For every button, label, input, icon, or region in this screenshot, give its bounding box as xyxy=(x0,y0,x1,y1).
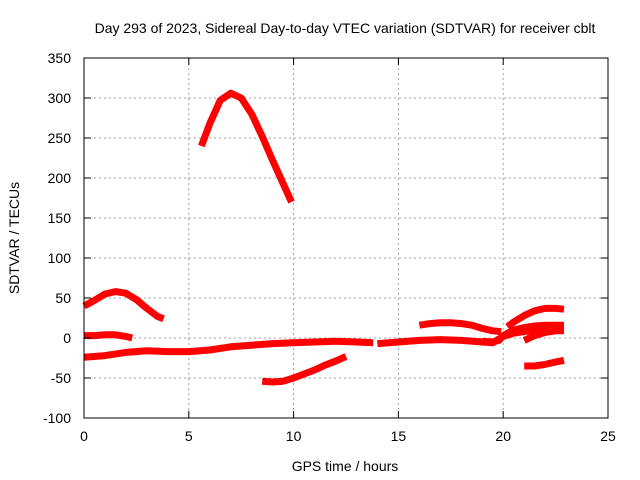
series-arc-8 xyxy=(481,321,564,346)
y-axis-label: SDTVAR / TECUs xyxy=(6,182,22,294)
ticks: 0 5 10 15 20 25 -100 -50 0 50 100 150 200 250 300 350 xyxy=(43,50,616,444)
series-arc-4 xyxy=(198,89,295,204)
series-arc-1 xyxy=(82,288,165,323)
series-arc-2 xyxy=(84,331,134,342)
y-tick-label: 250 xyxy=(48,130,72,146)
x-tick-label: 15 xyxy=(391,428,407,444)
series-arc-7 xyxy=(418,319,502,336)
series-group xyxy=(82,89,565,386)
y-tick-label: -100 xyxy=(43,410,71,426)
y-tick-label: 50 xyxy=(55,290,71,306)
series-arc-5 xyxy=(261,353,348,386)
series-arc-9 xyxy=(505,304,565,330)
x-tick-label: 5 xyxy=(185,428,193,444)
x-tick-label: 20 xyxy=(495,428,511,444)
y-tick-label: -50 xyxy=(51,370,71,386)
series-arc-11 xyxy=(522,327,564,344)
y-tick-label: 150 xyxy=(48,210,72,226)
y-tick-label: 350 xyxy=(48,50,72,66)
x-tick-label: 10 xyxy=(286,428,302,444)
x-tick-label: 25 xyxy=(600,428,616,444)
series-arc-10 xyxy=(524,356,565,370)
chart-title: Day 293 of 2023, Sidereal Day-to-day VTE… xyxy=(95,20,596,36)
plot-frame xyxy=(83,57,609,419)
y-tick-label: 100 xyxy=(48,250,72,266)
grid xyxy=(84,58,608,418)
y-tick-label: 200 xyxy=(48,170,72,186)
series-arc-3 xyxy=(83,337,374,361)
y-tick-label: 0 xyxy=(63,330,71,346)
x-axis-label: GPS time / hours xyxy=(292,458,399,474)
y-tick-label: 300 xyxy=(48,90,72,106)
x-tick-label: 0 xyxy=(80,428,88,444)
